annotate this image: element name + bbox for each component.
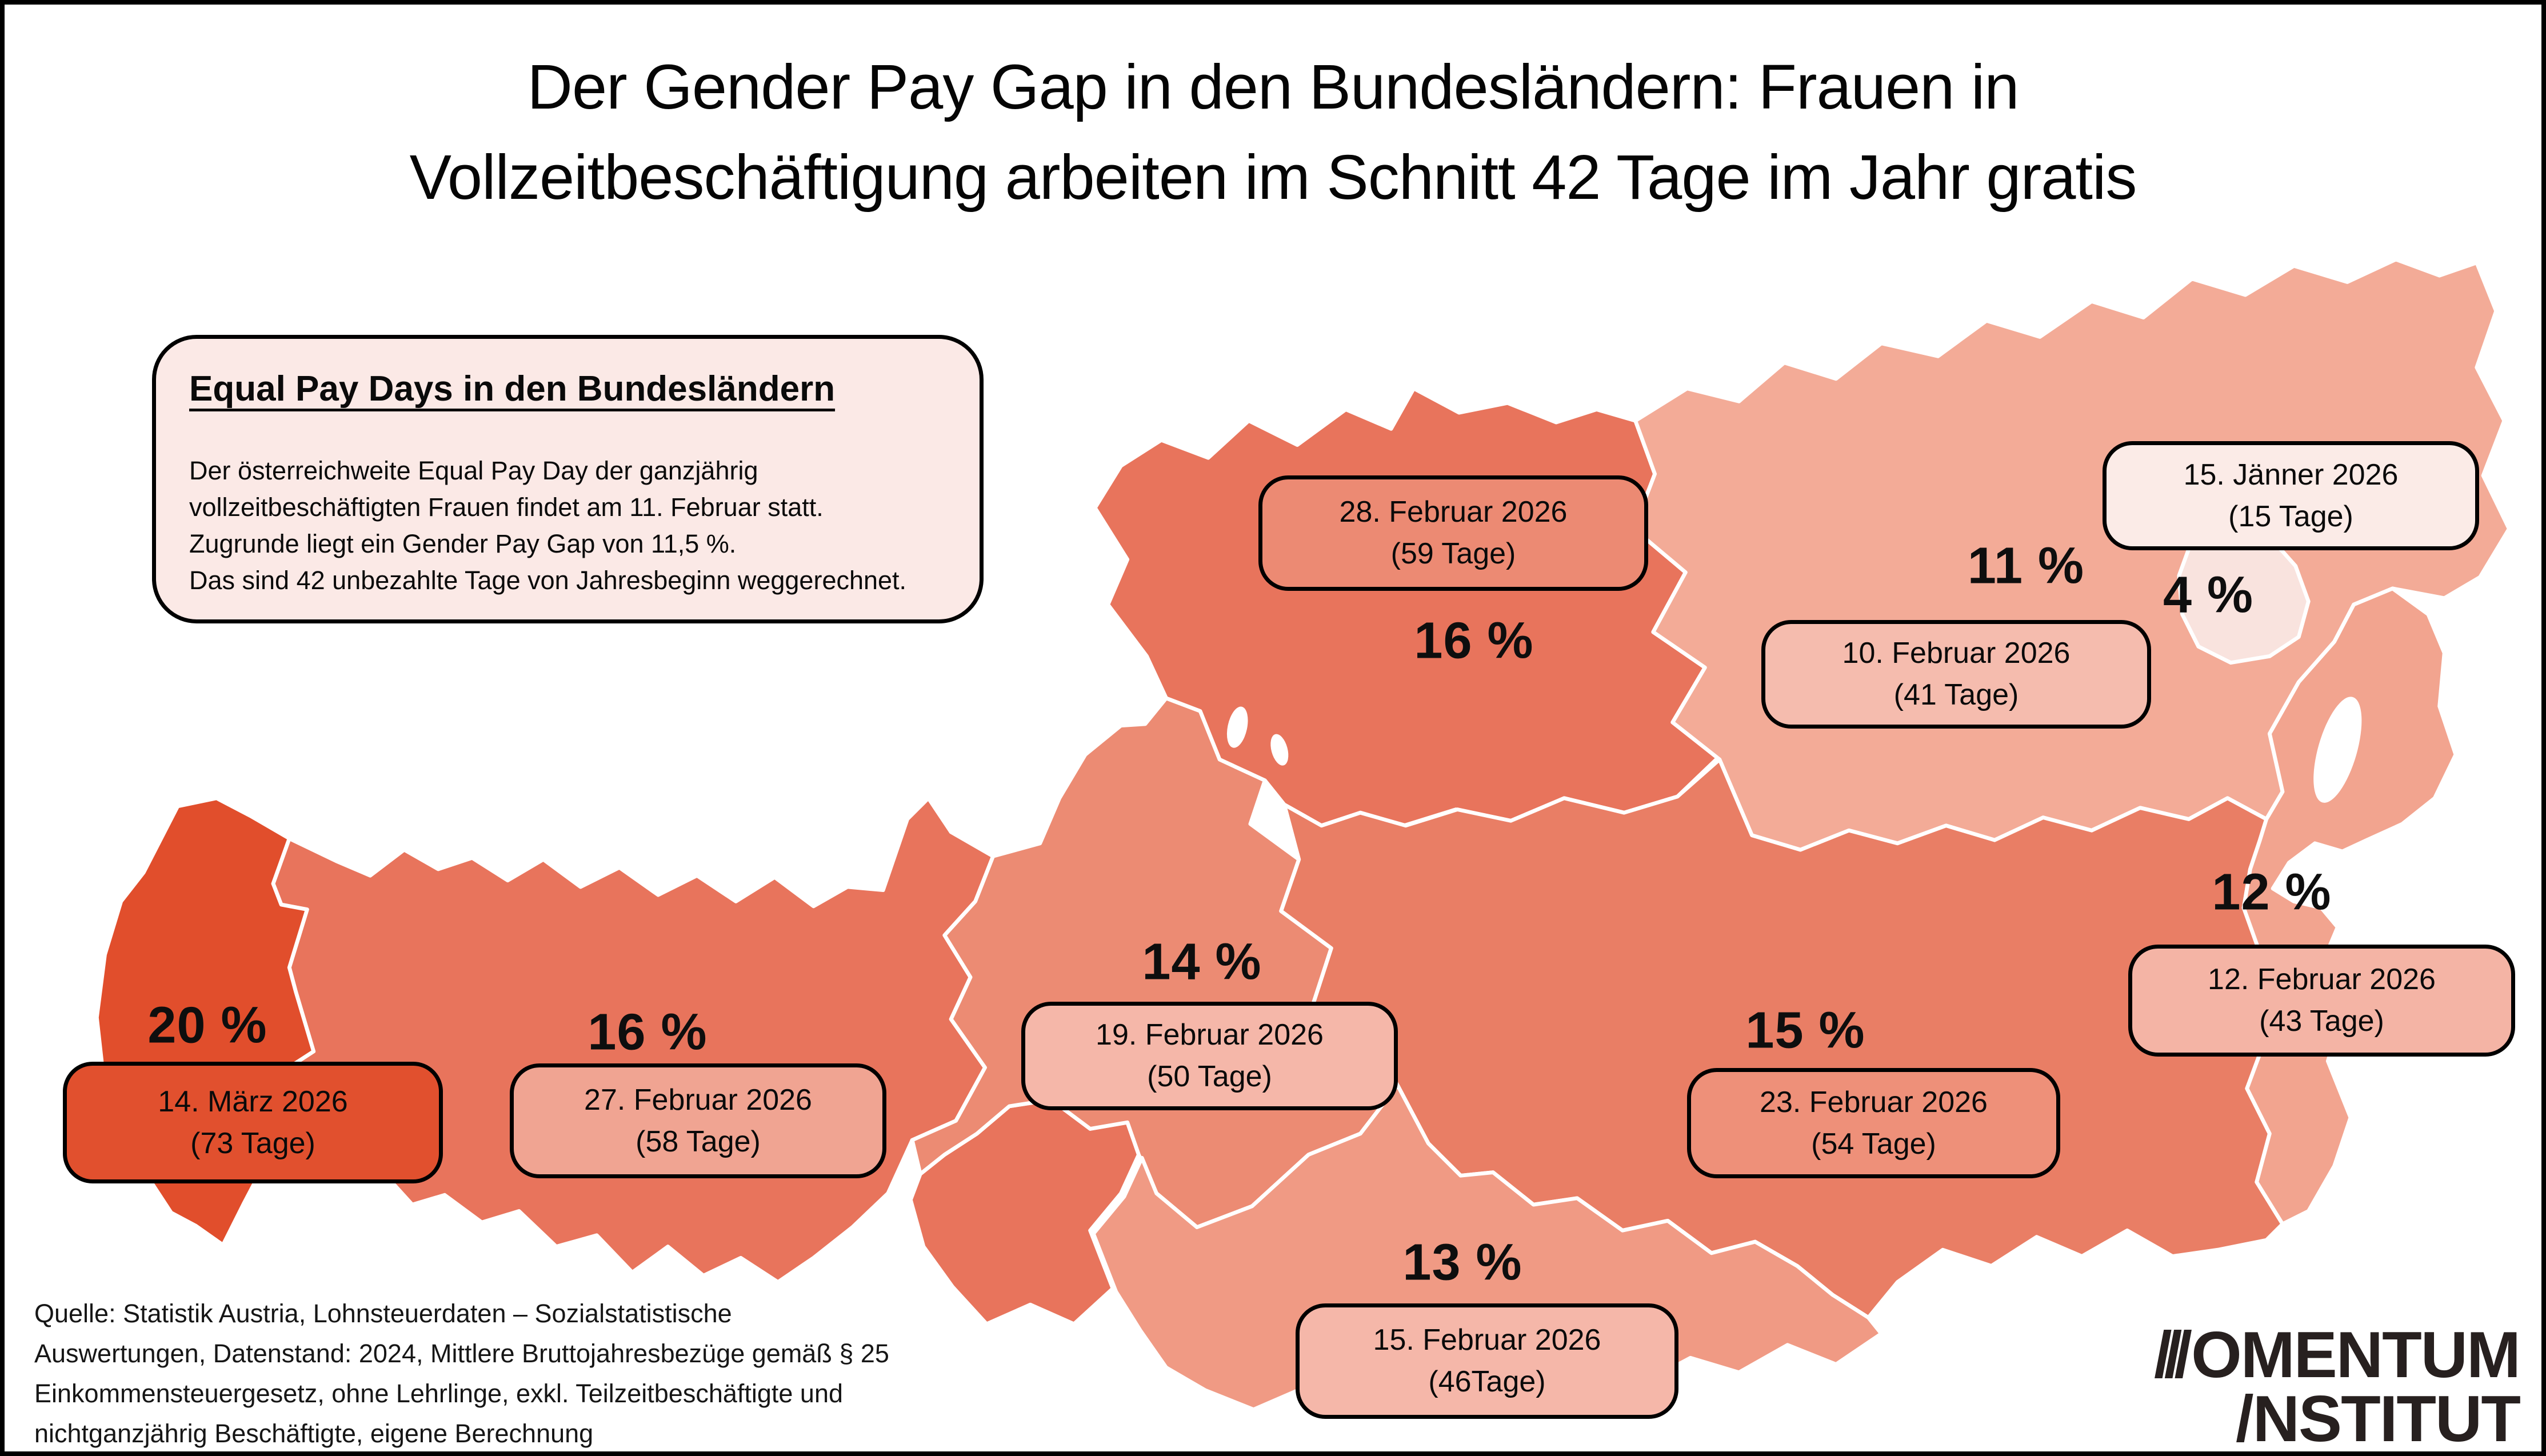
equal-pay-day-box-salzburg: 19. Februar 2026 (50 Tage) <box>1021 1002 1398 1110</box>
equal-pay-info-box: Equal Pay Days in den Bundesländern Der … <box>152 335 984 623</box>
logo-slashes-icon: /// <box>2154 1319 2192 1391</box>
equal-pay-day-box-vorarlberg: 14. März 2026 (73 Tage) <box>63 1062 443 1183</box>
gap-percent-oberoesterreich: 16 % <box>1414 612 1534 670</box>
gap-percent-vorarlberg: 20 % <box>147 997 267 1054</box>
lake-neusiedl <box>2313 697 2362 803</box>
equal-pay-date: 28. Februar 2026 <box>1339 495 1568 529</box>
equal-pay-days: (43 Tage) <box>2259 1005 2384 1038</box>
equal-pay-day-box-burgenland: 12. Februar 2026 (43 Tage) <box>2128 945 2515 1057</box>
equal-pay-days: (59 Tage) <box>1390 537 1516 570</box>
equal-pay-date: 23. Februar 2026 <box>1760 1085 1988 1119</box>
equal-pay-day-box-steiermark: 23. Februar 2026 (54 Tage) <box>1687 1068 2060 1178</box>
equal-pay-days: (46Tage) <box>1428 1365 1546 1398</box>
equal-pay-date: 14. März 2026 <box>158 1085 348 1118</box>
equal-pay-days: (54 Tage) <box>1811 1127 1936 1161</box>
equal-pay-day-box-wien: 15. Jänner 2026 (15 Tage) <box>2103 441 2479 550</box>
equal-pay-date: 15. Jänner 2026 <box>2183 458 2399 491</box>
logo-slash-icon: / <box>2236 1383 2253 1455</box>
equal-pay-days: (15 Tage) <box>2228 499 2353 533</box>
info-box-body: Der österreichweite Equal Pay Day der ga… <box>189 456 907 595</box>
equal-pay-days: (50 Tage) <box>1147 1060 1272 1093</box>
state-kaernten <box>1091 1083 1884 1411</box>
equal-pay-date: 19. Februar 2026 <box>1096 1018 1324 1051</box>
logo-line-momentum: ///OMENTUM <box>2154 1319 2521 1391</box>
source-note: Quelle: Statistik Austria, Lohnsteuerdat… <box>34 1299 889 1448</box>
gap-percent-salzburg: 14 % <box>1142 933 1262 991</box>
equal-pay-day-box-tirol: 27. Februar 2026 (58 Tage) <box>510 1063 886 1178</box>
gap-percent-kaernten: 13 % <box>1402 1234 1522 1291</box>
lake-small-1 <box>1226 706 1248 748</box>
equal-pay-day-box-kaernten: 15. Februar 2026 (46Tage) <box>1296 1303 1678 1419</box>
lake-small-2 <box>1270 734 1289 766</box>
equal-pay-date: 15. Februar 2026 <box>1373 1323 1601 1357</box>
logo-line-institut: / NSTITUT <box>2236 1383 2521 1455</box>
gap-percent-tirol: 16 % <box>587 1003 708 1061</box>
equal-pay-days: (41 Tage) <box>1893 678 2019 711</box>
momentum-institut-logo: ///OMENTUM / NSTITUT <box>2154 1319 2521 1455</box>
gap-percent-burgenland: 12 % <box>2212 863 2332 921</box>
equal-pay-day-box-oberoesterreich: 28. Februar 2026 (59 Tage) <box>1258 475 1648 591</box>
equal-pay-days: (73 Tage) <box>190 1126 315 1160</box>
gap-percent-wien: 4 % <box>2163 566 2254 624</box>
equal-pay-date: 27. Februar 2026 <box>584 1083 812 1117</box>
equal-pay-days: (58 Tage) <box>635 1125 761 1158</box>
page-title: Der Gender Pay Gap in den Bundesländern:… <box>409 52 2137 213</box>
gap-percent-niederoesterreich: 11 % <box>1967 537 2085 595</box>
gap-percent-steiermark: 15 % <box>1745 1002 1865 1059</box>
info-box-heading: Equal Pay Days in den Bundesländern <box>189 369 836 409</box>
equal-pay-day-box-niederoesterreich: 10. Februar 2026 (41 Tage) <box>1761 620 2151 729</box>
equal-pay-date: 12. Februar 2026 <box>2208 963 2436 996</box>
equal-pay-date: 10. Februar 2026 <box>1842 637 2071 670</box>
